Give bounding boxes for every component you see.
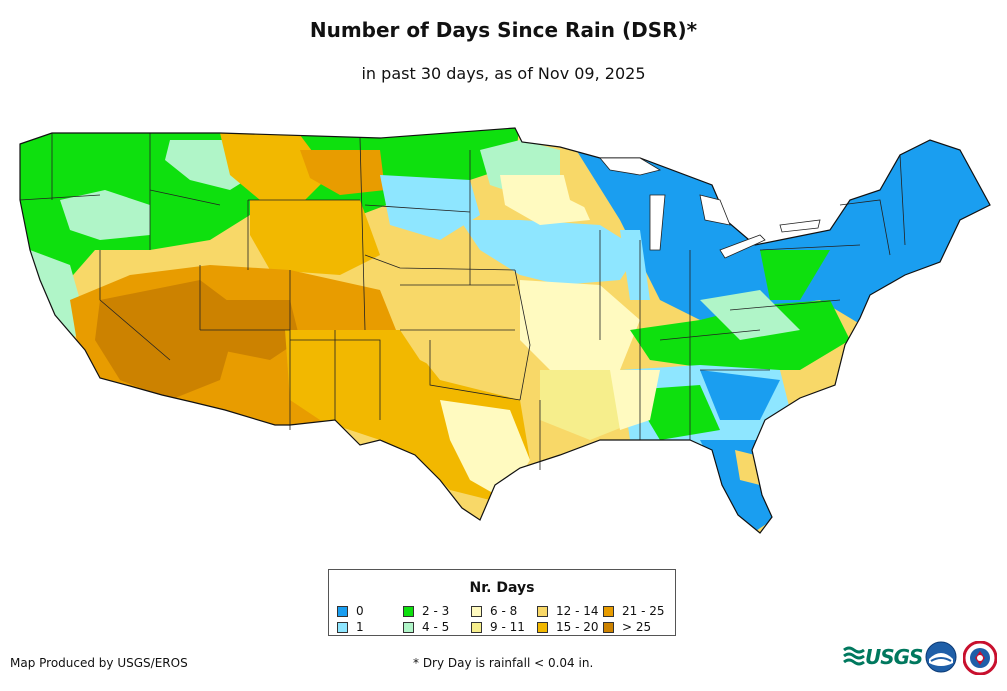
usgs-wave-icon bbox=[843, 646, 865, 666]
legend-swatch bbox=[403, 622, 414, 633]
region-mississippi bbox=[610, 370, 660, 430]
legend-label: 0 bbox=[356, 604, 364, 618]
map-subtitle: in past 30 days, as of Nov 09, 2025 bbox=[361, 64, 646, 83]
great-lakes bbox=[599, 157, 821, 259]
region-pennsylvania-green bbox=[760, 250, 830, 300]
legend-label: 6 - 8 bbox=[490, 604, 518, 618]
legend-swatch bbox=[537, 606, 548, 617]
state-borders bbox=[19, 133, 906, 470]
legend-item-8: 21 - 25 bbox=[603, 604, 665, 618]
legend-label: 4 - 5 bbox=[422, 620, 450, 634]
region-iowa bbox=[460, 220, 640, 285]
legend-label: 15 - 20 bbox=[556, 620, 599, 634]
region-northwest bbox=[20, 128, 520, 330]
legend-item-0: 0 bbox=[337, 604, 364, 618]
credit-text: Map Produced by USGS/EROS bbox=[10, 656, 188, 670]
legend-label: > 25 bbox=[622, 620, 652, 634]
usgs-logo: USGS bbox=[843, 645, 923, 669]
legend-swatch bbox=[471, 622, 482, 633]
legend-swatch bbox=[337, 622, 348, 633]
legend-title: Nr. Days bbox=[469, 580, 535, 596]
region-virginia bbox=[700, 290, 800, 340]
region-arizona-nevada bbox=[95, 280, 240, 400]
region-oklahoma bbox=[400, 320, 540, 385]
region-missouri bbox=[520, 280, 640, 380]
legend-label: 2 - 3 bbox=[422, 604, 450, 618]
legend-label: 1 bbox=[356, 620, 364, 634]
legend-label: 9 - 11 bbox=[490, 620, 525, 634]
map-title: Number of Days Since Rain (DSR)* bbox=[309, 18, 698, 42]
region-montana-east bbox=[300, 150, 385, 195]
legend-item-3: 4 - 5 bbox=[403, 620, 449, 634]
nws-logo bbox=[963, 641, 997, 675]
region-illinois bbox=[620, 230, 650, 300]
legend: Nr. Days 0 1 2 - 3 4 - 5 6 - 8 9 - 11 12… bbox=[328, 569, 676, 636]
region-east-texas bbox=[440, 400, 530, 500]
drought-regions bbox=[20, 128, 990, 533]
footnote-text: * Dry Day is rainfall < 0.04 in. bbox=[413, 656, 594, 670]
legend-label: 12 - 14 bbox=[556, 604, 599, 618]
region-wyoming bbox=[250, 200, 380, 275]
noaa-logo bbox=[925, 641, 957, 673]
region-dakota-blue bbox=[380, 175, 480, 240]
lake-huron bbox=[699, 194, 731, 226]
legend-item-2: 2 - 3 bbox=[403, 604, 449, 618]
us-outline bbox=[19, 127, 991, 534]
legend-swatch bbox=[471, 606, 482, 617]
legend-item-4: 6 - 8 bbox=[471, 604, 517, 618]
legend-label: 21 - 25 bbox=[622, 604, 665, 618]
legend-item-1: 1 bbox=[337, 620, 364, 634]
legend-swatch bbox=[403, 606, 414, 617]
lake-erie bbox=[719, 234, 766, 259]
legend-item-7: 15 - 20 bbox=[537, 620, 599, 634]
dsr-map bbox=[19, 127, 991, 534]
lake-ontario bbox=[779, 219, 821, 233]
legend-swatch bbox=[537, 622, 548, 633]
region-idaho bbox=[60, 190, 150, 240]
legend-swatch bbox=[337, 606, 348, 617]
legend-item-5: 9 - 11 bbox=[471, 620, 525, 634]
region-georgia-sc bbox=[700, 370, 780, 420]
legend-item-9: > 25 bbox=[603, 620, 651, 634]
legend-item-6: 12 - 14 bbox=[537, 604, 599, 618]
legend-swatch bbox=[603, 606, 614, 617]
legend-swatch bbox=[603, 622, 614, 633]
lake-michigan bbox=[649, 194, 666, 251]
lake-superior bbox=[599, 157, 662, 176]
usgs-wordmark: USGS bbox=[865, 645, 923, 669]
